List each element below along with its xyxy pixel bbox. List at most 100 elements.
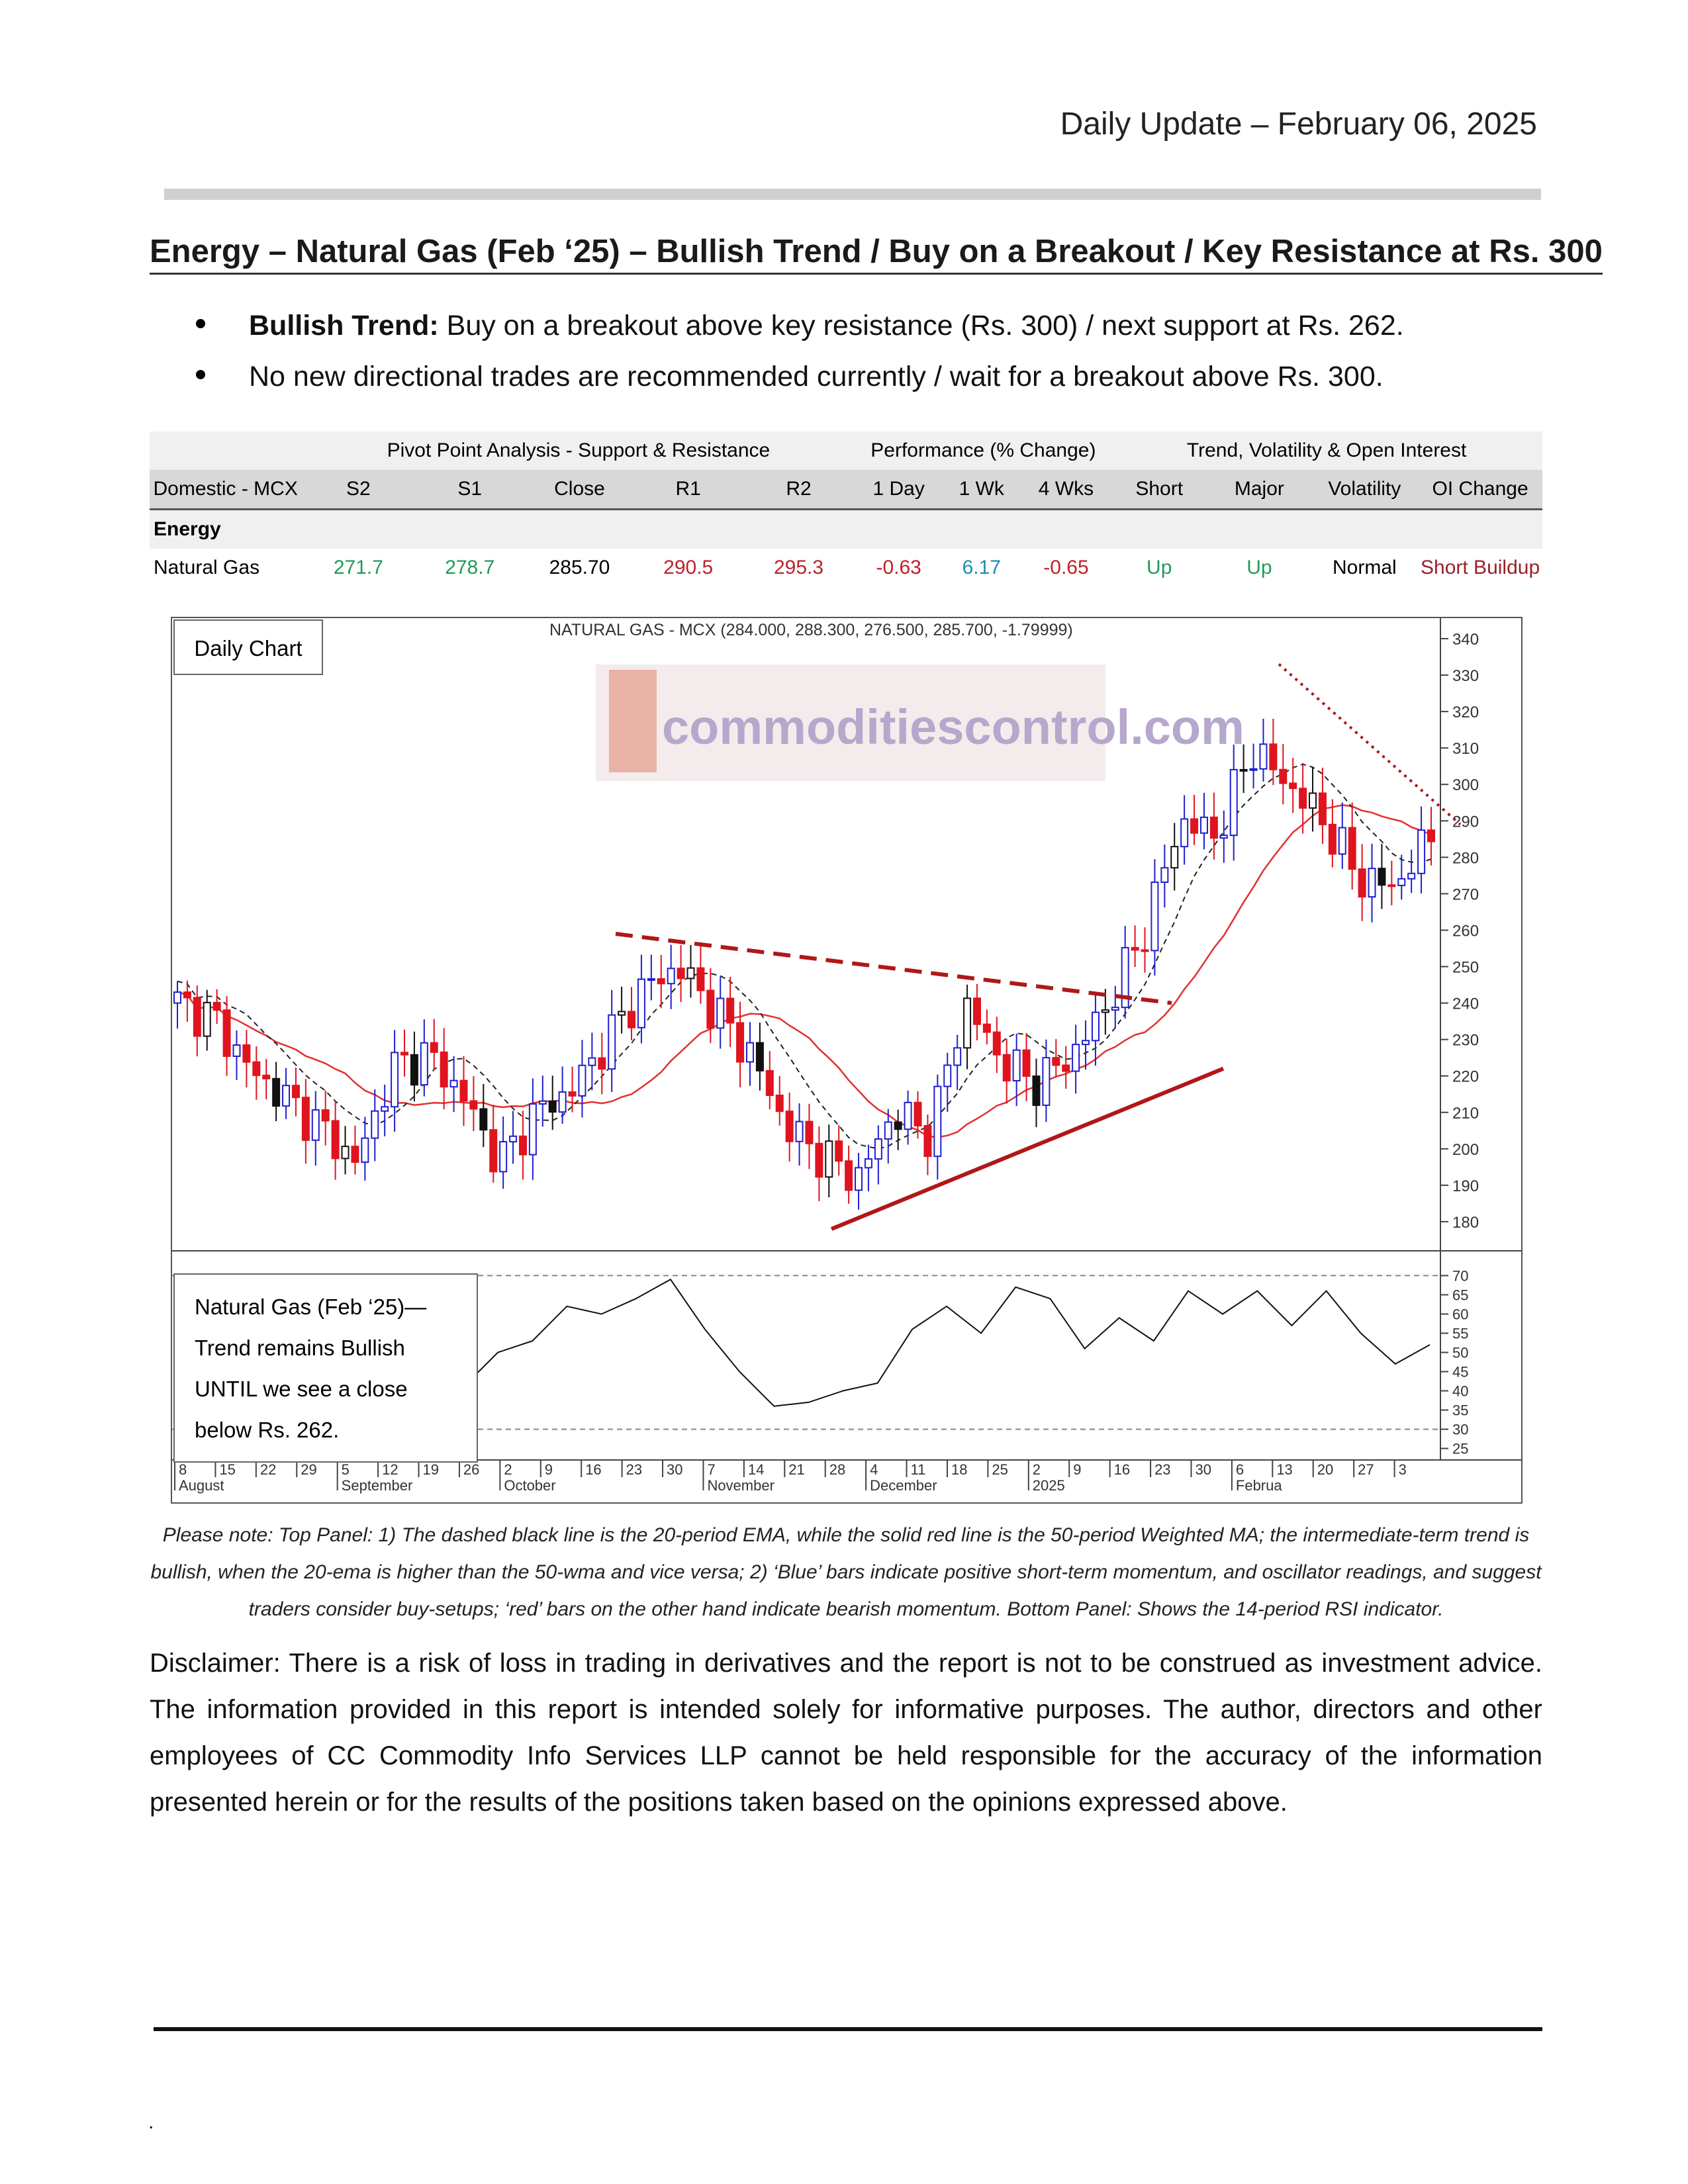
bullet-icon <box>196 370 205 379</box>
candle-body <box>1150 882 1159 952</box>
trend-major: Up <box>1207 549 1311 587</box>
candle-body <box>963 997 972 1049</box>
date-tick-label: 4 <box>870 1461 878 1478</box>
support-trendline <box>830 1066 1225 1231</box>
candle-body <box>1180 818 1189 848</box>
candle-body <box>795 1120 804 1142</box>
candle-body <box>716 997 725 1029</box>
column-header: Close <box>524 470 635 510</box>
candle-body <box>1052 1057 1060 1066</box>
wma-line <box>177 804 1432 1138</box>
price-tick-label: 200 <box>1452 1141 1479 1159</box>
candle-body <box>282 1085 291 1107</box>
month-label: December <box>870 1477 937 1494</box>
candle-body <box>1002 1054 1011 1082</box>
candle-body <box>183 991 191 999</box>
candle-body <box>1279 768 1288 784</box>
month-label: Februa <box>1236 1477 1282 1494</box>
candle-body <box>489 1129 498 1173</box>
date-tick-label: 5 <box>342 1461 350 1478</box>
candle-body <box>972 997 981 1025</box>
bullet-text: Buy on a breakout above key resistance (… <box>438 310 1404 341</box>
candle-body <box>1209 816 1218 839</box>
candle-body <box>351 1146 359 1163</box>
date-tick-label: 8 <box>179 1461 187 1478</box>
date-tick-label: 9 <box>545 1461 553 1478</box>
rsi-tick-label: 35 <box>1452 1402 1468 1419</box>
date-tick-label: 25 <box>992 1461 1008 1478</box>
date-tick-label: 28 <box>829 1461 845 1478</box>
candle-body <box>578 1064 586 1097</box>
column-header: R2 <box>741 470 856 510</box>
candle-body <box>1427 829 1435 842</box>
rsi-tick-label: 45 <box>1452 1364 1468 1381</box>
candle-body <box>301 1097 310 1141</box>
candle-body <box>1072 1044 1080 1072</box>
s2-value: 271.7 <box>301 549 416 587</box>
candle-body <box>1348 827 1356 870</box>
candle-body <box>696 967 705 991</box>
candle-body <box>361 1137 369 1163</box>
trend-short: Up <box>1111 549 1208 587</box>
report-title: Energy – Natural Gas (Feb ‘25) – Bullish… <box>150 233 1603 275</box>
close-value: 285.70 <box>524 549 635 587</box>
rsi-tick-label: 40 <box>1452 1383 1468 1400</box>
candle-body <box>252 1061 261 1076</box>
rsi-line <box>463 1278 1430 1407</box>
group-header-pivot: Pivot Point Analysis - Support & Resista… <box>301 432 856 470</box>
candle-body <box>479 1108 488 1131</box>
ema-line <box>177 763 1432 1150</box>
price-tick-label: 300 <box>1452 776 1479 794</box>
volatility-value: Normal <box>1311 549 1419 587</box>
candle-body <box>1328 823 1336 855</box>
date-tick-label: 30 <box>1195 1461 1211 1478</box>
date-tick-label: 16 <box>1114 1461 1130 1478</box>
candle-body <box>1249 768 1258 771</box>
date-tick-label: 2 <box>1033 1461 1041 1478</box>
candle-body <box>391 1052 399 1108</box>
candle-body <box>459 1079 468 1102</box>
candle-body <box>1121 946 1129 1009</box>
price-tick-label: 340 <box>1452 631 1479 649</box>
price-tick-label: 210 <box>1452 1105 1479 1122</box>
candle-body <box>1032 1075 1041 1107</box>
bullet-item: Bullish Trend: Buy on a breakout above k… <box>196 310 1404 342</box>
price-tick-label: 250 <box>1452 959 1479 977</box>
date-tick-label: 15 <box>219 1461 235 1478</box>
candle-body <box>449 1079 458 1088</box>
column-header: Major <box>1207 470 1311 510</box>
month-label: September <box>342 1477 413 1494</box>
month-label: November <box>707 1477 774 1494</box>
candle-body <box>765 1069 774 1096</box>
commodity-name: Natural Gas <box>150 549 302 587</box>
price-tick-label: 220 <box>1452 1068 1479 1086</box>
bullet-icon <box>196 319 205 328</box>
candle-body <box>1338 827 1346 855</box>
column-header: Short <box>1111 470 1208 510</box>
candle-body <box>775 1094 784 1113</box>
date-tick-label: 11 <box>911 1461 926 1478</box>
month-label: 2025 <box>1033 1477 1065 1494</box>
candle-body <box>1170 846 1179 869</box>
footer-mark: . <box>148 2111 154 2133</box>
candle-body <box>1082 1040 1090 1046</box>
candle-body <box>943 1064 952 1087</box>
price-tick-label: 270 <box>1452 886 1479 903</box>
candle-body <box>825 1140 833 1178</box>
candle-body <box>1417 829 1426 874</box>
candle-body <box>222 1009 231 1057</box>
candle-body <box>667 968 675 985</box>
date-tick-label: 18 <box>951 1461 967 1478</box>
candle-body <box>1012 1049 1021 1082</box>
candle-body <box>628 1011 636 1028</box>
candle-body <box>686 967 695 979</box>
candle-body <box>311 1109 320 1141</box>
candle-body <box>855 1167 863 1191</box>
date-tick-label: 7 <box>707 1461 715 1478</box>
chart-label: Daily Chart <box>173 619 323 675</box>
rsi-annotation: Natural Gas (Feb ‘25)— Trend remains Bul… <box>173 1273 478 1463</box>
column-header: S2 <box>301 470 416 510</box>
candle-body <box>1407 872 1416 880</box>
candle-body <box>400 1052 409 1056</box>
candle-body <box>588 1057 596 1066</box>
